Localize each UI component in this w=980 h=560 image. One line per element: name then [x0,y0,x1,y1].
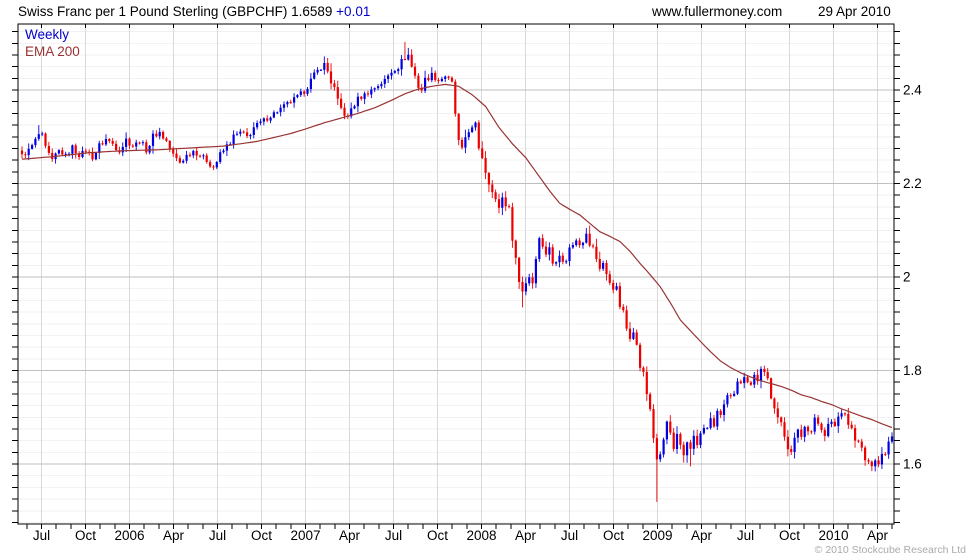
svg-text:Apr: Apr [163,528,185,543]
svg-text:Jul: Jul [737,528,754,543]
svg-text:Apr: Apr [691,528,713,543]
svg-text:Oct: Oct [251,528,272,543]
svg-text:Oct: Oct [427,528,448,543]
svg-text:Jul: Jul [561,528,578,543]
last-price: 1.6589 [291,4,333,19]
svg-text:Jul: Jul [33,528,50,543]
svg-text:Oct: Oct [603,528,624,543]
svg-text:2009: 2009 [642,528,672,543]
instrument-title: Swiss Franc per 1 Pound Sterling (GBPCHF… [18,4,288,19]
price-change: +0.01 [336,4,371,19]
svg-text:2008: 2008 [466,528,496,543]
svg-text:1.8: 1.8 [903,363,922,378]
website-label: www.fullermoney.com [652,4,783,19]
svg-text:2.2: 2.2 [903,176,922,191]
copyright-notice: © 2010 Stockcube Research Ltd [814,544,966,556]
svg-text:Apr: Apr [867,528,889,543]
svg-text:Apr: Apr [339,528,361,543]
title-bar: Swiss Franc per 1 Pound Sterling (GBPCHF… [0,0,980,24]
svg-text:2010: 2010 [818,528,848,543]
legend-ema-200: EMA 200 [25,44,80,59]
svg-text:Jul: Jul [209,528,226,543]
svg-text:1.6: 1.6 [903,457,922,472]
svg-text:2006: 2006 [114,528,144,543]
svg-text:Jul: Jul [385,528,402,543]
chart-title: Swiss Franc per 1 Pound Sterling (GBPCHF… [18,4,370,19]
legend-timeframe: Weekly [25,27,70,42]
chart-date: 29 Apr 2010 [818,4,891,19]
svg-text:Apr: Apr [515,528,537,543]
svg-text:2007: 2007 [290,528,320,543]
svg-text:2.4: 2.4 [903,83,922,98]
svg-text:2: 2 [903,270,911,285]
svg-text:Oct: Oct [779,528,800,543]
svg-text:Oct: Oct [75,528,96,543]
